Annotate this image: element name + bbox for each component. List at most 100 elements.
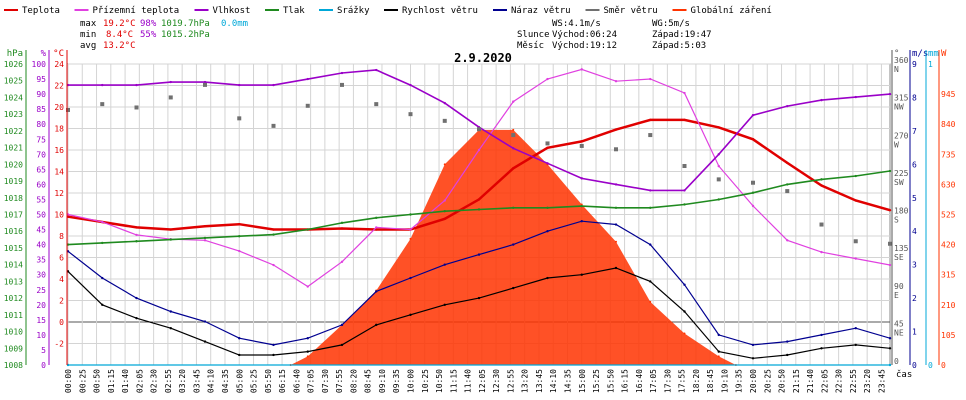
data-point-3 — [203, 236, 207, 240]
humidity-tick-label: 60 — [36, 180, 46, 189]
data-point-1 — [854, 257, 857, 260]
data-point-5 — [751, 343, 755, 347]
data-point-smer-vetru — [237, 116, 242, 121]
wind-dir-compass-label: NW — [894, 103, 904, 112]
chart-title: 2.9.2020 — [454, 51, 512, 65]
data-point-5 — [375, 290, 378, 293]
data-point-2 — [717, 153, 720, 156]
humidity-tick-label: 75 — [36, 135, 46, 144]
data-point-3 — [546, 206, 549, 210]
data-point-0 — [751, 138, 755, 141]
x-tick-label: 22:55 — [849, 369, 858, 393]
pressure-tick-label: 1010 — [4, 328, 23, 337]
legend-label: Rychlost větru — [402, 6, 478, 16]
stats-min-temp: 8.4°C — [106, 30, 133, 40]
wind-dir-tick-label: 0 — [894, 357, 899, 366]
data-point-5 — [443, 263, 446, 266]
data-point-4 — [443, 303, 446, 306]
data-point-2 — [238, 83, 241, 87]
temperature-tick-label: 24 — [54, 60, 64, 69]
wind-dir-tick-label: 360 — [894, 56, 909, 65]
data-point-5 — [101, 276, 104, 280]
pressure-tick-label: 1022 — [4, 127, 23, 136]
data-point-4 — [512, 286, 515, 290]
x-tick-label: 19:10 — [720, 369, 729, 393]
data-point-3 — [614, 206, 618, 210]
data-point-0 — [854, 199, 857, 202]
data-point-smer-vetru — [168, 95, 173, 100]
data-point-0 — [546, 146, 549, 150]
wind-wg: WG:5m/s — [652, 19, 690, 29]
data-point-smer-vetru — [203, 82, 207, 87]
data-point-0 — [340, 227, 344, 230]
data-point-1 — [546, 77, 549, 81]
data-point-4 — [649, 280, 652, 283]
data-point-2 — [820, 98, 823, 102]
data-point-smer-vetru — [340, 82, 344, 87]
pressure-axis-label: hPa — [7, 49, 23, 59]
sun-label: Slunce — [517, 30, 550, 40]
data-point-1 — [477, 148, 481, 152]
data-point-5 — [169, 310, 172, 313]
x-tick-label: 15:25 — [592, 369, 601, 393]
x-tick-label: 03:45 — [192, 369, 201, 393]
x-tick-label: 22:30 — [835, 369, 844, 393]
temperature-tick-label: 12 — [54, 189, 64, 198]
data-point-0 — [169, 228, 172, 231]
radiation-tick-label: 0 — [941, 361, 946, 370]
x-tick-label: 08:45 — [364, 369, 373, 393]
data-point-1 — [820, 250, 823, 254]
stats-min-hum: 55% — [140, 30, 157, 40]
x-tick-label: 08:20 — [349, 369, 358, 393]
rain-tick-label: 1 — [928, 60, 933, 69]
data-point-3 — [717, 198, 720, 201]
wind-dir-compass-label: SW — [894, 178, 904, 187]
stats-min-press: 1015.2hPa — [161, 30, 210, 40]
data-point-2 — [888, 92, 892, 96]
series-lines — [66, 68, 892, 367]
data-point-1 — [751, 204, 755, 208]
wind-ws: WS:4.1m/s — [552, 19, 601, 29]
data-point-4 — [580, 273, 583, 276]
stats-min-label: min — [80, 30, 96, 40]
axes: 00:00 00:25 00:50 01:15 01:40 02:05 02:30 02:55… — [4, 49, 956, 393]
x-tick-label: 13:20 — [521, 369, 530, 393]
data-point-4 — [409, 313, 412, 317]
data-point-4 — [888, 347, 892, 350]
data-point-4 — [786, 353, 789, 357]
data-point-5 — [854, 327, 857, 330]
humidity-tick-label: 0 — [41, 361, 46, 370]
radiation-tick-label: 210 — [941, 301, 956, 310]
series-area-globalni-zareni — [290, 129, 736, 365]
data-point-1 — [306, 285, 309, 288]
stats-max-hum: 98% — [140, 19, 157, 29]
data-point-4 — [203, 340, 207, 343]
data-point-5 — [135, 296, 138, 300]
radiation-axis-label: W — [941, 49, 947, 59]
humidity-tick-label: 15 — [36, 316, 46, 325]
data-point-smer-vetru — [442, 118, 447, 123]
wind-dir-tick-label: 270 — [894, 131, 909, 140]
radiation-tick-label: 630 — [941, 180, 956, 189]
x-tick-label: 18:20 — [692, 369, 701, 393]
legend-label: Srážky — [337, 6, 370, 16]
data-point-5 — [512, 243, 515, 246]
data-point-0 — [786, 161, 789, 165]
humidity-tick-label: 80 — [36, 120, 46, 129]
moon-rise: Východ:19:12 — [552, 41, 617, 51]
legend-label: Vlhkost — [213, 6, 251, 16]
wind-dir-compass-label: SE — [894, 253, 904, 262]
data-point-5 — [340, 323, 344, 327]
data-point-2 — [203, 80, 207, 84]
data-point-smer-vetru — [374, 102, 379, 107]
x-tick-label: 13:45 — [535, 369, 544, 393]
x-tick-label: 02:55 — [164, 369, 173, 393]
radiation-tick-label: 105 — [941, 331, 956, 340]
data-point-smer-vetru — [716, 177, 721, 182]
x-tick-label: 00:25 — [78, 369, 87, 393]
data-point-smer-vetru — [819, 222, 824, 227]
data-point-2 — [272, 83, 275, 87]
data-point-smer-vetru — [100, 102, 105, 107]
temperature-tick-label: 8 — [59, 232, 64, 241]
data-point-3 — [409, 213, 412, 216]
